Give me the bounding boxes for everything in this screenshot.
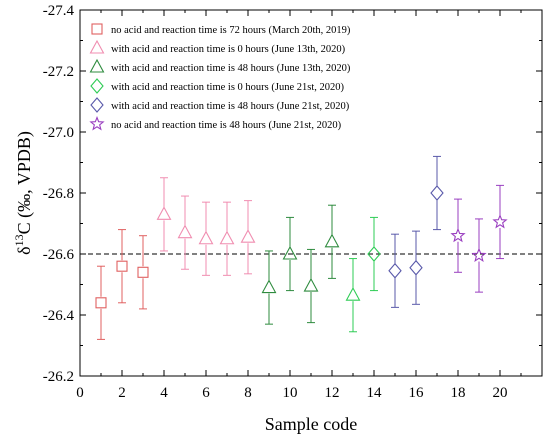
legend-marker [90,97,104,113]
y-axis-title: δ13C (‰, VPDB) [12,131,35,255]
y-axis-title-superscript: 13 [12,234,26,246]
legend-marker [90,78,104,94]
legend-label: no acid and reaction time is 72 hours (M… [111,25,351,36]
y-tick-label: -26.8 [43,186,74,202]
data-point [282,245,298,260]
data-point [324,233,340,248]
y-tick-label: -27.0 [43,125,74,141]
x-tick-label: 10 [283,385,298,401]
y-tick-label: -26.6 [43,247,75,263]
data-point [177,224,193,239]
x-tick-label: 2 [118,385,126,401]
x-tick-label: 0 [76,385,84,401]
legend-label: no acid and reaction time is 48 hours (J… [111,120,342,131]
data-point [240,229,256,243]
x-axis-title: Sample code [265,414,357,434]
data-point [388,262,402,279]
legend-marker [89,39,105,54]
data-point [95,297,107,309]
y-tick-label: -26.2 [43,369,74,385]
legend-label: with acid and reaction time is 48 hours … [111,101,350,112]
data-point [367,246,381,262]
data-point [450,227,466,243]
data-point [198,230,214,245]
data-point [137,266,149,278]
legend-marker [91,23,103,35]
x-tick-label: 8 [244,385,252,401]
data-point [492,213,508,229]
data-point [219,230,235,245]
data-point [303,277,319,292]
data-point [261,279,277,294]
y-tick-label: -27.2 [43,64,74,80]
x-tick-label: 16 [409,385,425,401]
x-tick-label: 14 [367,385,383,401]
y-axis-title-delta: δ [14,246,34,254]
x-tick-label: 4 [160,385,168,401]
y-tick-label: -27.4 [43,3,75,19]
x-tick-label: 20 [493,385,508,401]
data-point [116,260,128,272]
y-tick-label: -26.4 [43,308,75,324]
y-axis-title-rest: C (‰, VPDB) [14,131,35,234]
data-point [409,259,423,276]
data-point [156,206,172,220]
x-tick-label: 6 [202,385,210,401]
legend-label: with acid and reaction time is 0 hours (… [111,44,346,55]
x-tick-label: 18 [451,385,466,401]
legend-marker [89,115,105,131]
data-point [430,185,444,201]
legend-marker [89,58,105,73]
x-tick-label: 12 [325,385,340,401]
legend-label: with acid and reaction time is 48 hours … [111,63,351,74]
data-point [345,287,361,301]
data-point [471,247,487,263]
legend-label: with acid and reaction time is 0 hours (… [111,82,344,93]
